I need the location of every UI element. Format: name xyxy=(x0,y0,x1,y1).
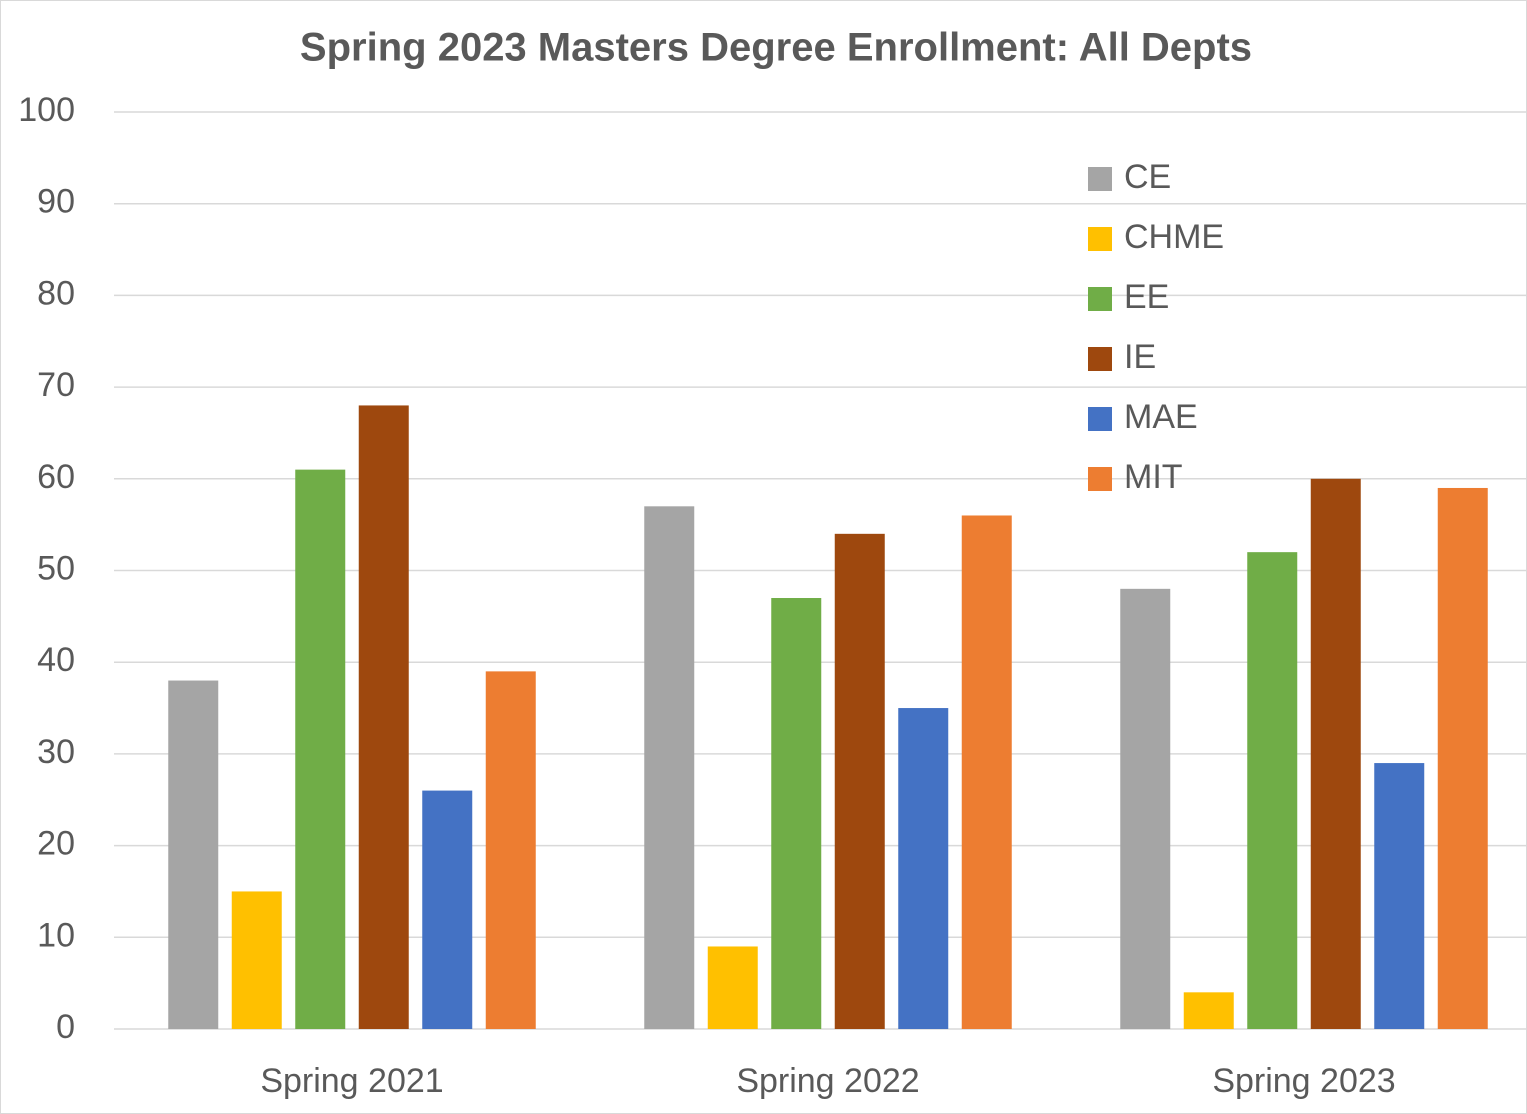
bar xyxy=(485,671,536,1029)
bar xyxy=(961,515,1012,1029)
bar xyxy=(771,598,822,1029)
y-tick-label: 70 xyxy=(37,366,75,404)
chart-title: Spring 2023 Masters Degree Enrollment: A… xyxy=(300,26,1252,70)
legend-label: CHME xyxy=(1124,218,1224,256)
bar xyxy=(358,405,409,1029)
legend-label: CE xyxy=(1124,158,1171,196)
legend-swatch xyxy=(1088,287,1112,311)
bar xyxy=(707,946,758,1029)
legend-swatch xyxy=(1088,167,1112,191)
legend-label: MAE xyxy=(1124,398,1198,436)
bar xyxy=(1120,588,1171,1029)
bar xyxy=(898,708,949,1029)
bar xyxy=(168,680,219,1029)
legend-swatch xyxy=(1088,347,1112,371)
bar xyxy=(644,506,695,1029)
bar xyxy=(1310,478,1361,1029)
x-tick-label: Spring 2022 xyxy=(736,1062,919,1100)
bar xyxy=(834,533,885,1029)
y-tick-label: 90 xyxy=(37,183,75,221)
x-tick-label: Spring 2023 xyxy=(1212,1062,1395,1100)
bar xyxy=(1437,487,1488,1030)
bar xyxy=(1247,552,1298,1029)
y-tick-label: 30 xyxy=(37,733,75,771)
y-tick-label: 40 xyxy=(37,641,75,679)
y-tick-label: 60 xyxy=(37,458,75,496)
y-tick-label: 0 xyxy=(56,1008,75,1046)
x-tick-label: Spring 2021 xyxy=(260,1062,443,1100)
legend-label: MIT xyxy=(1124,458,1183,496)
legend-swatch xyxy=(1088,407,1112,431)
y-tick-label: 80 xyxy=(37,274,75,312)
y-tick-label: 10 xyxy=(37,916,75,954)
bar xyxy=(422,790,473,1029)
legend-swatch xyxy=(1088,467,1112,491)
legend-label: EE xyxy=(1124,278,1169,316)
legend-label: IE xyxy=(1124,338,1156,376)
y-tick-label: 20 xyxy=(37,825,75,863)
bar xyxy=(231,891,282,1029)
bar xyxy=(1183,992,1234,1029)
bar xyxy=(295,469,346,1029)
legend-swatch xyxy=(1088,227,1112,251)
bar xyxy=(1374,763,1425,1029)
y-tick-label: 50 xyxy=(37,549,75,587)
y-tick-label: 100 xyxy=(18,91,75,129)
